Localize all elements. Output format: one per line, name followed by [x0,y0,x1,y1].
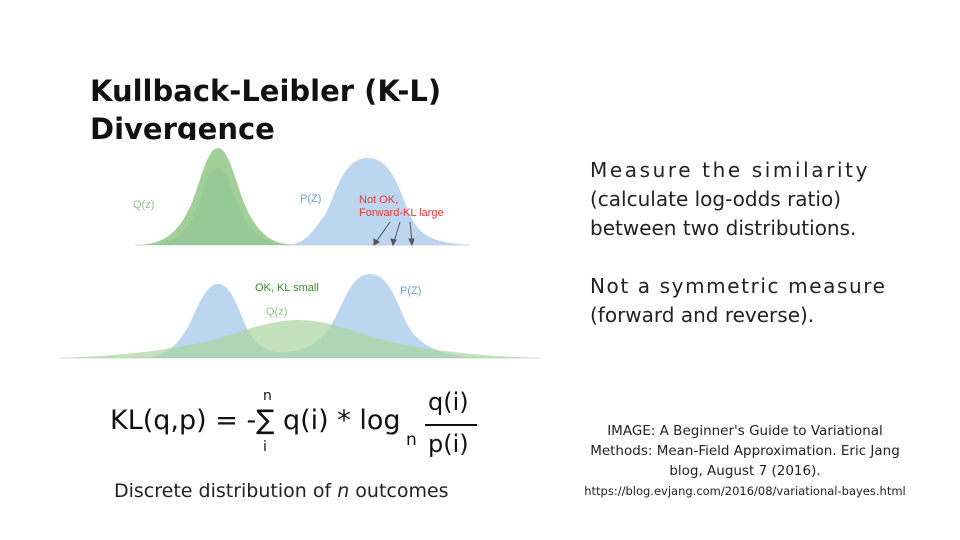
arrow-1-head [373,238,380,246]
description-p1-line-3: between two distributions. [590,216,857,240]
formula-denominator: p(i) [428,430,469,458]
caption-variable: n [337,480,350,502]
description-p2-line-1: Not a symmetric measure [590,274,887,298]
bottom-ok-label: OK, KL small [255,282,319,294]
arrow-2 [393,221,401,243]
slide-title: Kullback-Leibler (K-L) Divergence [90,72,450,140]
credit-line-3: blog, August 7 (2016). [669,463,821,479]
bottom-p-label: P(Z) [400,285,421,297]
formula-sum-upper: n [263,388,272,404]
slide-title-line-1: Kullback-Leibler (K-L) [90,74,442,108]
caption-prefix: Discrete distribution of [114,480,338,502]
slide-title-line-2: Divergence [90,112,275,140]
paragraph-spacer [590,243,930,272]
top-note-arrows [373,221,415,247]
bottom-q-label: Q(z) [266,306,287,318]
caption-suffix: outcomes [349,480,449,502]
top-p-label: P(Z) [300,193,321,205]
arrow-2-head [390,238,397,247]
formula-numerator: q(i) [428,388,469,416]
credit-line-1: IMAGE: A Beginner's Guide to Variational [607,423,883,439]
top-q-label: Q(z) [133,199,154,211]
kl-formula: KL(q,p) = -∑ q(i) * log n i n q(i) p(i) [110,388,510,468]
top-q-curve [138,148,292,245]
description-p1-line-2: (calculate log-odds ratio) [590,187,841,211]
bottom-panel: OK, KL small Q(z) P(Z) [60,274,540,359]
credit-line-2: Methods: Mean-Field Approximation. Eric … [590,443,900,459]
description-text: Measure the similarity (calculate log-od… [590,156,930,330]
credit-url: https://blog.evjang.com/2016/08/variatio… [584,484,906,498]
top-note-line-2: Forward-KL large [359,207,444,219]
image-credit: IMAGE: A Beginner's Guide to Variational… [560,421,930,501]
arrow-3-head [408,238,415,247]
bottom-q-curve [60,320,540,358]
description-p1-line-1: Measure the similarity [590,158,871,182]
formula-caption: Discrete distribution of n outcomes [114,480,449,502]
top-note-line-1: Not OK, [359,194,398,206]
top-panel: Q(z) P(Z) Not OK, Forward-KL large [133,148,470,247]
formula-fraction-bar [425,424,477,426]
description-p2-line-2: (forward and reverse). [590,303,815,327]
formula-sum-lower: i [263,439,267,455]
arrow-1 [375,221,391,243]
formula-main: KL(q,p) = -∑ q(i) * log [110,405,401,436]
formula-log-base: n [406,430,417,450]
